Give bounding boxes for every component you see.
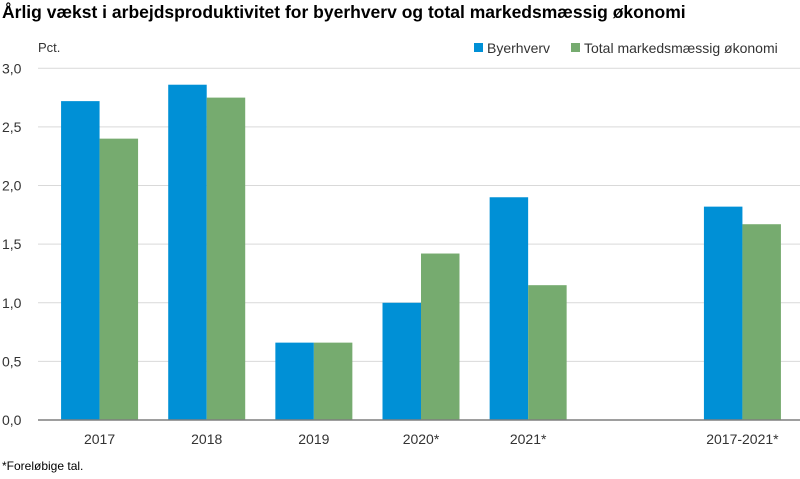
bar-byerhverv-2019: [275, 342, 314, 420]
x-tick-label: 2017: [84, 431, 115, 447]
bar-total-2021*: [528, 285, 567, 420]
bar-byerhverv-2018: [168, 84, 207, 420]
y-tick-label: 3,0: [2, 60, 22, 76]
y-tick-label: 2,0: [2, 178, 22, 194]
legend-label: Byerhverv: [487, 40, 550, 56]
y-tick-label: 1,5: [2, 236, 22, 252]
x-tick-label: 2018: [191, 431, 222, 447]
footnote: *Foreløbige tal.: [2, 459, 84, 473]
y-axis-label: Pct.: [38, 40, 60, 55]
y-tick-label: 0,0: [2, 412, 22, 428]
bar-total-2017: [99, 138, 139, 420]
x-tick-label: 2021*: [510, 431, 547, 447]
bar-byerhverv-2017: [61, 101, 100, 420]
legend-swatch: [571, 43, 580, 52]
bar-total-2018: [206, 97, 246, 420]
x-tick-label: 2019: [298, 431, 329, 447]
y-tick-label: 1,0: [2, 295, 22, 311]
chart-title: Årlig vækst i arbejdsproduktivitet for b…: [2, 2, 686, 22]
bar-byerhverv-2017-2021*: [703, 206, 743, 420]
x-tick-label: 2017-2021*: [706, 431, 779, 447]
bar-total-2020*: [421, 253, 460, 420]
legend-label: Total markedsmæssig økonomi: [584, 40, 778, 56]
bar-total-2017-2021*: [742, 224, 781, 420]
y-tick-label: 0,5: [2, 353, 22, 369]
legend-swatch: [474, 43, 483, 52]
x-tick-label: 2020*: [403, 431, 440, 447]
bar-byerhverv-2020*: [382, 302, 421, 420]
bar-byerhverv-2021*: [489, 197, 529, 420]
y-tick-label: 2,5: [2, 119, 22, 135]
bar-total-2019: [313, 342, 353, 420]
